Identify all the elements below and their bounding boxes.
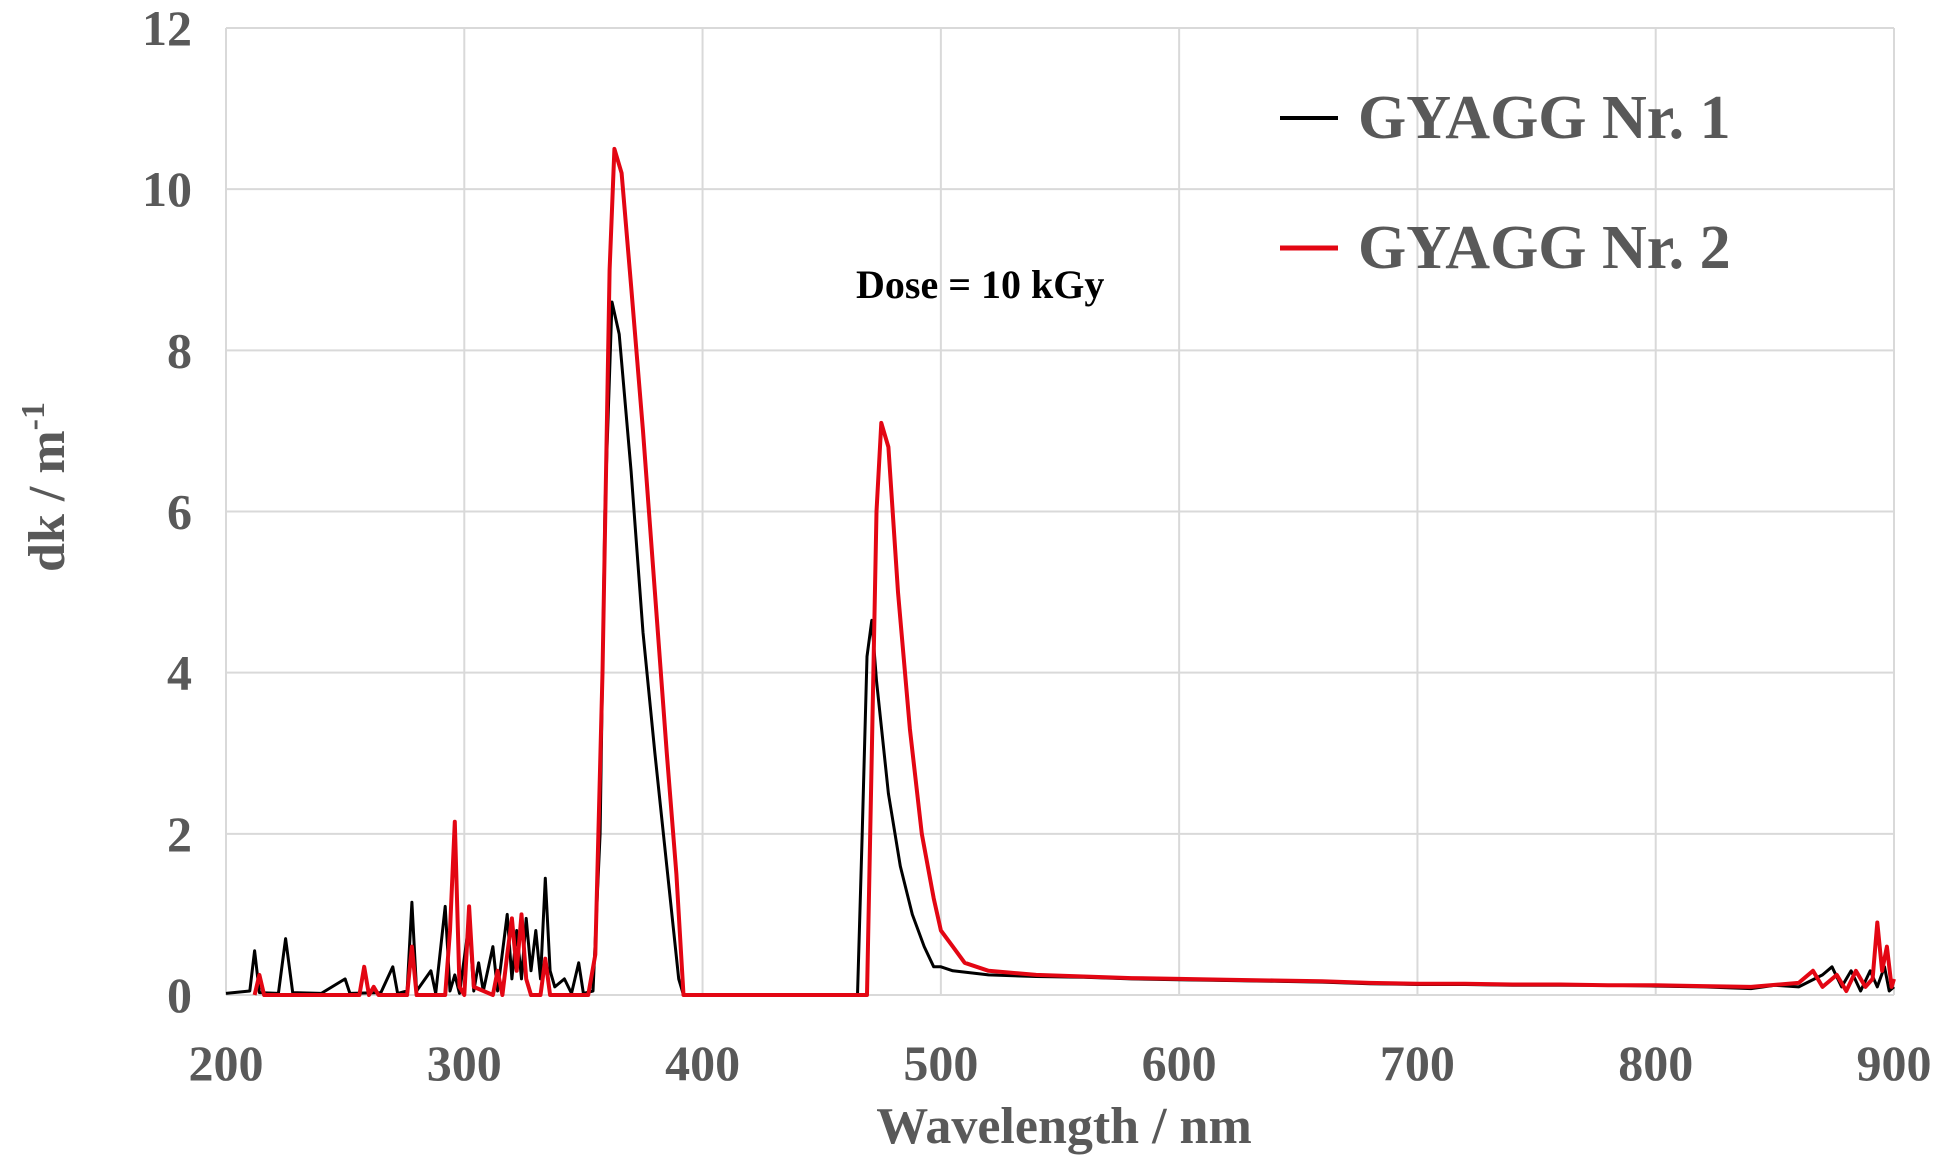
series-line-1 xyxy=(225,300,1895,997)
legend: GYAGG Nr. 1 GYAGG Nr. 2 xyxy=(1280,84,1731,282)
y-axis-title-superscript: -1 xyxy=(15,402,52,430)
x-tick-label: 500 xyxy=(903,1035,978,1091)
x-tick-label: 700 xyxy=(1380,1035,1455,1091)
legend-label-series-2: GYAGG Nr. 2 xyxy=(1358,214,1731,282)
x-tick-label: 400 xyxy=(665,1035,740,1091)
x-tick-label: 200 xyxy=(189,1035,264,1091)
y-tick-label: 12 xyxy=(142,0,192,56)
y-tick-label: 4 xyxy=(167,645,192,701)
x-tick-label: 800 xyxy=(1618,1035,1693,1091)
gridlines xyxy=(225,27,1895,996)
y-axis-title: dk / m-1 xyxy=(15,402,76,572)
y-tick-label: 10 xyxy=(142,161,192,217)
y-axis-title-main: dk / m xyxy=(19,430,76,572)
y-axis-ticks: 0 2 4 6 8 10 12 xyxy=(142,0,192,1023)
x-tick-label: 300 xyxy=(427,1035,502,1091)
y-tick-label: 2 xyxy=(167,806,192,862)
x-tick-label: 900 xyxy=(1857,1035,1932,1091)
x-axis-ticks: 200 300 400 500 600 700 800 900 xyxy=(189,1035,1932,1091)
dose-annotation: Dose = 10 kGy xyxy=(856,262,1104,307)
series-line-2 xyxy=(252,146,1896,997)
y-tick-label: 0 xyxy=(167,967,192,1023)
series-group xyxy=(225,146,1896,997)
x-axis-title: Wavelength / nm xyxy=(876,1098,1252,1155)
legend-label-series-1: GYAGG Nr. 1 xyxy=(1358,84,1731,152)
x-tick-label: 600 xyxy=(1142,1035,1217,1091)
y-tick-label: 8 xyxy=(167,322,192,378)
y-tick-label: 6 xyxy=(167,484,192,540)
